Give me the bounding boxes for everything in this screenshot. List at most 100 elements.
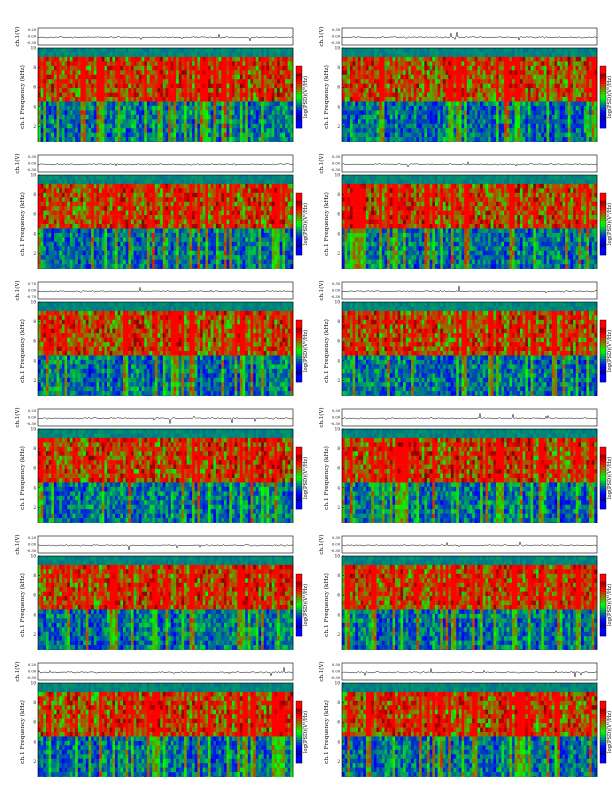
spectrogram-cell — [517, 65, 521, 71]
spectrogram-cell — [40, 97, 44, 102]
spectrogram-cell — [38, 101, 41, 107]
spectrogram-cell — [178, 123, 182, 129]
spectrogram-cell — [437, 83, 441, 89]
spectrogram-cell — [93, 219, 97, 225]
spectrogram-cell — [80, 188, 84, 194]
spectrogram-cell — [266, 79, 270, 84]
spectrogram-cell — [213, 114, 217, 120]
spectrogram-cell — [408, 79, 412, 84]
spectrogram-cell — [157, 105, 161, 111]
spectrogram-cell — [160, 74, 164, 80]
spectrogram-cell — [109, 56, 113, 62]
spectrogram-cell — [591, 61, 595, 67]
spectrogram-cell — [146, 48, 150, 53]
spectrogram-cell — [247, 56, 251, 62]
spectrogram-cell — [157, 92, 161, 98]
spectrogram-cell — [152, 65, 156, 71]
spectrogram-cell — [395, 119, 399, 125]
spectrogram-cell — [575, 128, 579, 133]
spectrogram-cell — [38, 79, 41, 84]
spectrogram-cell — [400, 105, 404, 111]
spectrogram-cell — [247, 52, 251, 58]
spectrogram-cell — [342, 97, 345, 102]
spectrogram-cell — [517, 105, 521, 111]
spectrogram-cell — [80, 92, 84, 98]
spectrogram-cell — [485, 65, 489, 71]
spectrogram-cell — [226, 137, 230, 142]
spectrogram-cell — [93, 175, 97, 180]
spectrogram-cell — [498, 56, 502, 62]
spectrogram-cell — [202, 56, 206, 62]
spectrogram-cell — [112, 128, 116, 133]
spectrogram-cell — [263, 105, 267, 111]
spectrogram-cell — [522, 48, 526, 53]
spectrogram-cell — [376, 74, 380, 80]
spectrogram-cell — [93, 250, 97, 256]
spectrogram-cell — [197, 119, 201, 125]
spectrogram-cell — [56, 132, 60, 138]
spectrogram-cell — [213, 56, 217, 62]
spectrogram-cell — [381, 65, 385, 71]
spectrogram-cell — [242, 83, 246, 89]
spectrogram-cell — [242, 61, 246, 67]
colorbar-step — [296, 104, 302, 108]
spectrogram-cell — [546, 92, 550, 98]
spectrogram-cell — [365, 74, 369, 80]
spectrogram-cell — [189, 79, 193, 84]
spectrogram-cell — [509, 52, 513, 58]
spectrogram-cell — [51, 210, 55, 216]
spectrogram-cell — [562, 65, 566, 71]
spectrogram-cell — [234, 65, 238, 71]
spectrogram-cell — [170, 83, 174, 89]
spectrogram-cell — [408, 97, 412, 102]
spectrogram-cell — [384, 52, 388, 58]
waveform-tick-label: 0.00 — [28, 35, 37, 39]
spectrogram-cell — [45, 250, 49, 256]
spectrogram-cell — [355, 105, 359, 111]
spectrogram-cell — [64, 250, 68, 256]
spectrogram-cell — [490, 83, 494, 89]
spectrogram-cell — [210, 48, 214, 53]
spectrogram-cell — [43, 79, 47, 84]
spectrogram-cell — [541, 97, 545, 102]
spectrogram-cell — [152, 92, 156, 98]
spectrogram-cell — [581, 74, 585, 80]
spectrogram-cell — [80, 183, 84, 189]
spectrogram-cell — [514, 83, 518, 89]
spectrogram-cell — [56, 264, 60, 269]
spectrogram-cell — [421, 56, 425, 62]
spectrogram-cell — [48, 137, 52, 142]
spectrogram-cell — [549, 61, 553, 67]
spectrogram-cell — [557, 70, 561, 76]
spectrogram-cell — [347, 83, 351, 89]
spectrogram-cell — [424, 123, 428, 129]
spectrogram-cell — [208, 114, 211, 120]
spectrogram-cell — [48, 114, 52, 120]
spectrogram-cell — [581, 79, 585, 84]
spectrogram-cell — [176, 83, 180, 89]
spectrogram-cell — [208, 83, 211, 89]
spectrogram-cell — [440, 119, 444, 125]
spectrogram-cell — [69, 206, 73, 211]
spectrogram-cell — [237, 83, 241, 89]
spectrogram-cell — [535, 83, 539, 89]
spectrogram-cell — [51, 255, 55, 260]
spectrogram-cell — [432, 92, 436, 98]
spectrogram-cell — [112, 65, 116, 71]
spectrogram-cell — [144, 65, 148, 71]
spectrogram-cell — [208, 92, 211, 98]
spectrogram-cell — [40, 61, 44, 67]
spectrogram-cell — [38, 137, 41, 142]
spectrogram-cell — [271, 137, 275, 142]
spectrogram-cell — [480, 119, 484, 125]
spectrogram-cell — [136, 65, 140, 71]
spectrogram-cell — [427, 70, 430, 76]
spectrogram-cell — [376, 83, 380, 89]
spectrogram-cell — [38, 123, 41, 129]
spectrogram-cell — [533, 97, 537, 102]
spectrogram-cell — [173, 74, 177, 80]
spectrogram-cell — [373, 56, 377, 62]
spectrogram-cell — [136, 97, 140, 102]
spectrogram-cell — [59, 97, 63, 102]
